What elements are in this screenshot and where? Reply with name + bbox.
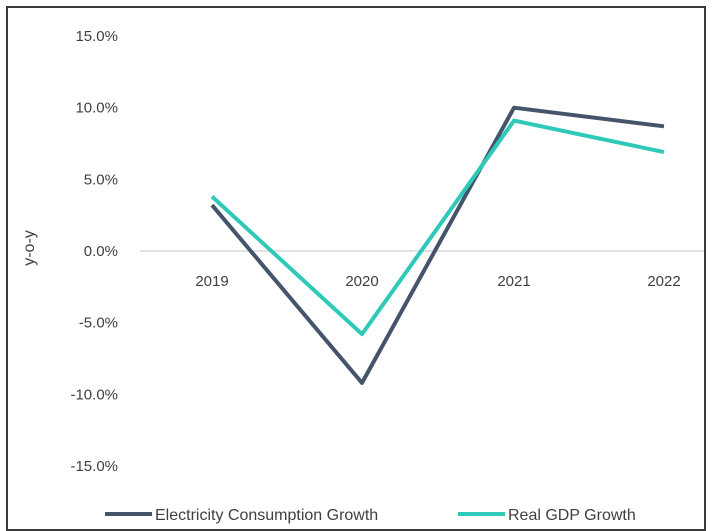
y-tick-labels: 15.0% 10.0% 5.0% 0.0% -5.0% -10.0% -15.0% (70, 28, 118, 475)
series-line-real-gdp-growth (210, 118, 665, 337)
y-tick-label: 5.0% (84, 171, 118, 188)
y-tick-label: -5.0% (79, 315, 118, 332)
y-tick-label: 15.0% (75, 28, 118, 45)
legend-label: Real GDP Growth (508, 507, 636, 524)
legend: Electricity Consumption Growth Real GDP G… (105, 507, 636, 524)
y-tick-label: 0.0% (84, 243, 118, 260)
x-tick-label: 2022 (647, 273, 680, 290)
legend-item: Electricity Consumption Growth (105, 507, 378, 524)
x-tick-label: 2021 (497, 273, 530, 290)
series-line-electricity-consumption-growth (210, 105, 665, 385)
legend-label: Electricity Consumption Growth (155, 507, 378, 524)
x-tick-label: 2020 (345, 273, 378, 290)
y-tick-label: -15.0% (70, 458, 118, 475)
y-tick-label: -10.0% (70, 386, 118, 403)
y-tick-label: 10.0% (75, 100, 118, 117)
chart-frame (6, 6, 706, 531)
y-axis-label: y-o-y (21, 230, 38, 266)
legend-item: Real GDP Growth (458, 507, 636, 524)
x-tick-label: 2019 (195, 273, 228, 290)
series-lines (210, 105, 665, 385)
x-tick-labels: 2019 2020 2021 2022 (195, 273, 680, 290)
